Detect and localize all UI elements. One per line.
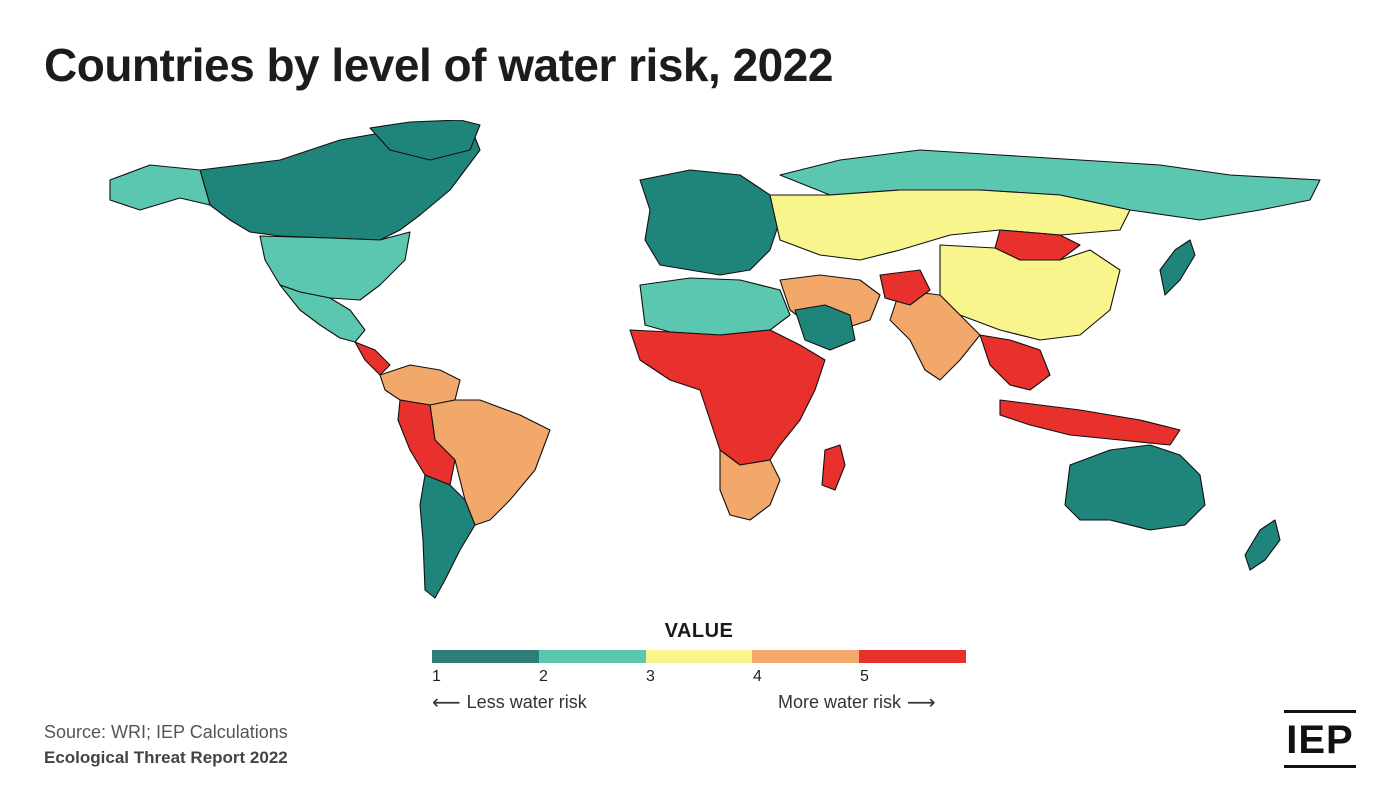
region-central-america [354, 341, 391, 376]
region-australia [1064, 444, 1206, 531]
region-greenland [369, 120, 481, 161]
less-risk-label: ⟵ Less water risk [432, 692, 587, 713]
arrow-right-icon: ⟶ [907, 691, 936, 714]
world-map [80, 120, 1330, 610]
region-united-states [259, 231, 411, 301]
region-europe [639, 169, 781, 276]
legend-swatch-4 [752, 650, 860, 663]
legend-swatch-2 [538, 650, 646, 663]
legend-title: VALUE [664, 620, 734, 642]
legend-tick-5: 5 [860, 668, 869, 685]
iep-logo: IEP [1284, 710, 1356, 768]
legend-color-bar [432, 650, 966, 663]
region-india [889, 289, 981, 381]
less-risk-text: Less water risk [466, 692, 587, 712]
region-saudi-arabia [794, 304, 856, 351]
legend-swatch-1 [432, 650, 539, 663]
region-madagascar [821, 444, 846, 491]
legend-swatch-3 [645, 650, 753, 663]
legend-tick-3: 3 [646, 668, 655, 685]
region-japan [1159, 239, 1196, 296]
legend-swatch-5 [859, 650, 966, 663]
region-north-africa [639, 277, 791, 336]
arrow-left-icon: ⟵ [432, 691, 461, 714]
chart-title: Countries by level of water risk, 2022 [44, 39, 833, 91]
report-name: Ecological Threat Report 2022 [44, 748, 288, 767]
region-new-zealand [1244, 519, 1281, 571]
region-colombia-venezuela [379, 364, 461, 406]
region-afghanistan [879, 269, 931, 306]
more-risk-label: More water risk ⟶ [778, 692, 936, 713]
legend-tick-2: 2 [539, 668, 548, 685]
more-risk-text: More water risk [778, 692, 902, 712]
region-argentina-chile [419, 474, 476, 599]
legend-tick-1: 1 [432, 668, 441, 685]
source-note: Source: WRI; IEP Calculations [44, 722, 288, 742]
region-sub-saharan-africa [629, 329, 826, 466]
region-mexico [279, 284, 366, 343]
legend-tick-4: 4 [753, 668, 762, 685]
region-indonesia [999, 399, 1181, 446]
region-alaska [109, 164, 211, 211]
region-southeast-asia [979, 334, 1051, 391]
world-map-svg [109, 120, 1321, 599]
region-southern-africa [719, 449, 781, 521]
